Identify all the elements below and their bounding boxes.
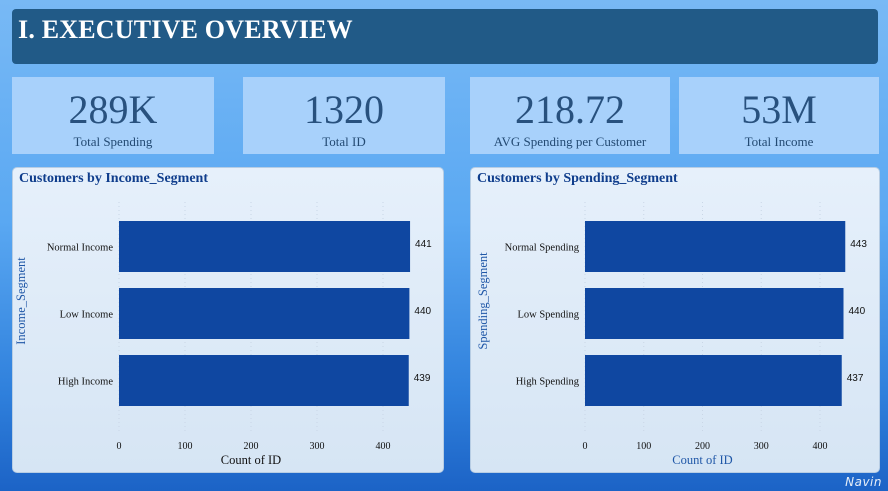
x-tick-label: 400 (813, 441, 828, 452)
category-tick-label: High Income (58, 377, 113, 388)
category-tick-label: Low Income (60, 310, 114, 321)
bar (585, 221, 846, 272)
spending-segment-chart-panel[interactable]: Customers by Spending_Segment 443 Normal … (470, 167, 880, 473)
bar (119, 221, 411, 272)
x-tick-label: 400 (376, 441, 391, 452)
category-tick-label: Normal Income (47, 243, 114, 254)
kpi-value: 1320 (304, 87, 384, 132)
category-tick-label: Low Spending (517, 310, 579, 321)
x-tick-label: 200 (695, 441, 710, 452)
bar (119, 288, 410, 339)
x-tick-label: 0 (117, 441, 122, 452)
data-label: 441 (415, 239, 432, 250)
x-tick-label: 200 (244, 441, 259, 452)
kpi-value: 218.72 (515, 87, 625, 132)
author-watermark: Navin (845, 475, 882, 489)
income-segment-bar-chart: 441 Normal Income 440 Low Income 439 High Inc… (14, 202, 432, 467)
x-tick-label: 300 (310, 441, 325, 452)
kpi-card-total-spending[interactable]: 289K Total Spending (12, 77, 214, 154)
data-label: 440 (849, 306, 866, 317)
kpi-value: 289K (68, 87, 158, 132)
chart-title: Customers by Income_Segment (19, 171, 208, 186)
x-axis-title: Count of ID (221, 453, 281, 467)
x-axis-title: Count of ID (672, 453, 732, 467)
income-segment-chart-panel[interactable]: Customers by Income_Segment 441 Normal In… (12, 167, 444, 473)
page-title: I. EXECUTIVE OVERVIEW (18, 15, 353, 44)
bar (119, 355, 409, 406)
kpi-label: Total Spending (73, 134, 153, 149)
data-label: 439 (414, 373, 431, 384)
category-tick-label: High Spending (516, 377, 580, 388)
kpi-label: Total Income (744, 134, 814, 149)
kpi-label: AVG Spending per Customer (493, 134, 647, 149)
x-tick-label: 100 (178, 441, 193, 452)
kpi-card-avg-spending[interactable]: 218.72 AVG Spending per Customer (470, 77, 670, 154)
kpi-card-total-income[interactable]: 53M Total Income (679, 77, 879, 154)
page-header: I. EXECUTIVE OVERVIEW (12, 9, 878, 64)
data-label: 437 (847, 373, 864, 384)
data-label: 440 (414, 306, 431, 317)
bar (585, 288, 844, 339)
kpi-label: Total ID (322, 134, 366, 149)
x-tick-label: 300 (754, 441, 769, 452)
bar (585, 355, 842, 406)
kpi-value: 53M (741, 87, 817, 132)
category-tick-label: Normal Spending (505, 243, 580, 254)
y-axis-title: Income_Segment (14, 257, 28, 345)
spending-segment-bar-chart: 443 Normal Spending 440 Low Spending 437 High… (476, 202, 867, 467)
x-tick-label: 100 (636, 441, 651, 452)
kpi-card-total-id[interactable]: 1320 Total ID (243, 77, 445, 154)
chart-title: Customers by Spending_Segment (477, 171, 678, 186)
x-tick-label: 0 (583, 441, 588, 452)
data-label: 443 (850, 239, 867, 250)
y-axis-title: Spending_Segment (476, 252, 490, 350)
